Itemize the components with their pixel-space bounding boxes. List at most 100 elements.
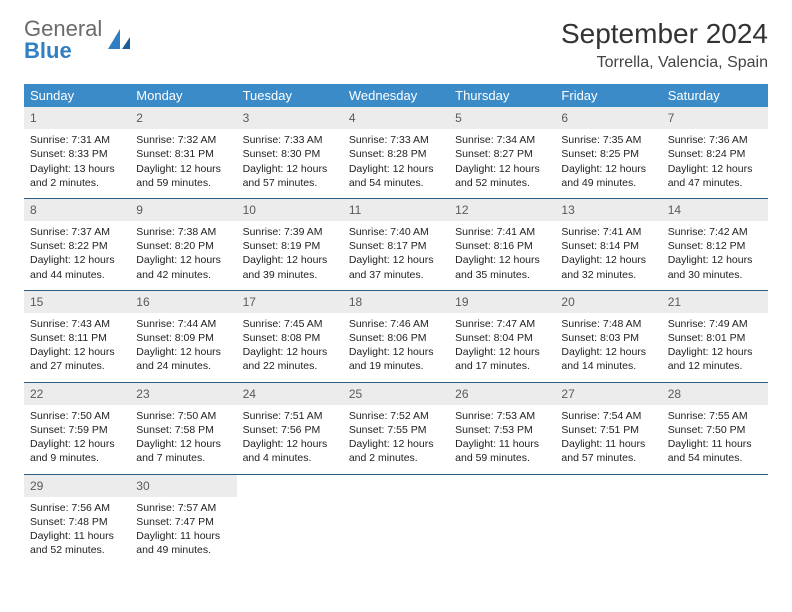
weekday-header: Monday [130,84,236,107]
day-cell: 28Sunrise: 7:55 AMSunset: 7:50 PMDayligh… [662,383,768,474]
sunset-text: Sunset: 7:50 PM [668,423,762,437]
day-number: 16 [130,291,236,313]
sunset-text: Sunset: 8:20 PM [136,239,230,253]
day-number: 20 [555,291,661,313]
week-row: 22Sunrise: 7:50 AMSunset: 7:59 PMDayligh… [24,383,768,475]
daylight-text: Daylight: 13 hours and 2 minutes. [30,162,124,190]
sunset-text: Sunset: 7:48 PM [30,515,124,529]
location-text: Torrella, Valencia, Spain [561,54,768,72]
daylight-text: Daylight: 12 hours and 24 minutes. [136,345,230,373]
sunset-text: Sunset: 8:33 PM [30,147,124,161]
day-body: Sunrise: 7:39 AMSunset: 8:19 PMDaylight:… [237,221,343,290]
day-cell: 20Sunrise: 7:48 AMSunset: 8:03 PMDayligh… [555,291,661,382]
sunrise-text: Sunrise: 7:49 AM [668,317,762,331]
day-number: 17 [237,291,343,313]
day-cell: 3Sunrise: 7:33 AMSunset: 8:30 PMDaylight… [237,107,343,198]
daylight-text: Daylight: 12 hours and 27 minutes. [30,345,124,373]
day-cell: 15Sunrise: 7:43 AMSunset: 8:11 PMDayligh… [24,291,130,382]
logo-word-blue: Blue [24,38,72,63]
sunrise-text: Sunrise: 7:36 AM [668,133,762,147]
week-row: 1Sunrise: 7:31 AMSunset: 8:33 PMDaylight… [24,107,768,199]
day-body: Sunrise: 7:54 AMSunset: 7:51 PMDaylight:… [555,405,661,474]
daylight-text: Daylight: 11 hours and 57 minutes. [561,437,655,465]
day-body: Sunrise: 7:38 AMSunset: 8:20 PMDaylight:… [130,221,236,290]
sunset-text: Sunset: 7:55 PM [349,423,443,437]
sunset-text: Sunset: 8:04 PM [455,331,549,345]
day-number: 4 [343,107,449,129]
day-body: Sunrise: 7:53 AMSunset: 7:53 PMDaylight:… [449,405,555,474]
sunrise-text: Sunrise: 7:56 AM [30,501,124,515]
sunrise-text: Sunrise: 7:35 AM [561,133,655,147]
day-cell: 14Sunrise: 7:42 AMSunset: 8:12 PMDayligh… [662,199,768,290]
sunrise-text: Sunrise: 7:50 AM [30,409,124,423]
sunset-text: Sunset: 8:14 PM [561,239,655,253]
day-cell: 7Sunrise: 7:36 AMSunset: 8:24 PMDaylight… [662,107,768,198]
daylight-text: Daylight: 12 hours and 17 minutes. [455,345,549,373]
month-title: September 2024 [561,18,768,50]
day-body: Sunrise: 7:41 AMSunset: 8:16 PMDaylight:… [449,221,555,290]
sunset-text: Sunset: 7:59 PM [30,423,124,437]
sunset-text: Sunset: 8:06 PM [349,331,443,345]
sunrise-text: Sunrise: 7:44 AM [136,317,230,331]
weekday-header: Saturday [662,84,768,107]
day-cell: 23Sunrise: 7:50 AMSunset: 7:58 PMDayligh… [130,383,236,474]
sunrise-text: Sunrise: 7:51 AM [243,409,337,423]
day-cell: 22Sunrise: 7:50 AMSunset: 7:59 PMDayligh… [24,383,130,474]
day-body: Sunrise: 7:31 AMSunset: 8:33 PMDaylight:… [24,129,130,198]
day-number: 30 [130,475,236,497]
sunset-text: Sunset: 7:58 PM [136,423,230,437]
daylight-text: Daylight: 12 hours and 54 minutes. [349,162,443,190]
day-body: Sunrise: 7:55 AMSunset: 7:50 PMDaylight:… [662,405,768,474]
day-number: 12 [449,199,555,221]
sunrise-text: Sunrise: 7:42 AM [668,225,762,239]
calendar: SundayMondayTuesdayWednesdayThursdayFrid… [24,84,768,565]
day-number: 2 [130,107,236,129]
daylight-text: Daylight: 12 hours and 19 minutes. [349,345,443,373]
sunset-text: Sunset: 8:08 PM [243,331,337,345]
sunrise-text: Sunrise: 7:48 AM [561,317,655,331]
sunset-text: Sunset: 8:24 PM [668,147,762,161]
week-row: 29Sunrise: 7:56 AMSunset: 7:48 PMDayligh… [24,475,768,566]
day-cell: 11Sunrise: 7:40 AMSunset: 8:17 PMDayligh… [343,199,449,290]
daylight-text: Daylight: 12 hours and 12 minutes. [668,345,762,373]
sunset-text: Sunset: 8:25 PM [561,147,655,161]
daylight-text: Daylight: 12 hours and 59 minutes. [136,162,230,190]
day-body: Sunrise: 7:52 AMSunset: 7:55 PMDaylight:… [343,405,449,474]
daylight-text: Daylight: 12 hours and 32 minutes. [561,253,655,281]
day-number: 9 [130,199,236,221]
daylight-text: Daylight: 12 hours and 30 minutes. [668,253,762,281]
sunset-text: Sunset: 8:27 PM [455,147,549,161]
sunset-text: Sunset: 7:56 PM [243,423,337,437]
day-number: 6 [555,107,661,129]
day-body: Sunrise: 7:56 AMSunset: 7:48 PMDaylight:… [24,497,130,566]
sunset-text: Sunset: 8:09 PM [136,331,230,345]
sunset-text: Sunset: 7:53 PM [455,423,549,437]
day-number: 29 [24,475,130,497]
sail-icon [106,27,132,53]
day-cell: 8Sunrise: 7:37 AMSunset: 8:22 PMDaylight… [24,199,130,290]
day-body: Sunrise: 7:51 AMSunset: 7:56 PMDaylight:… [237,405,343,474]
day-body: Sunrise: 7:36 AMSunset: 8:24 PMDaylight:… [662,129,768,198]
day-body: Sunrise: 7:47 AMSunset: 8:04 PMDaylight:… [449,313,555,382]
logo: General Blue [24,18,132,62]
weekday-header: Wednesday [343,84,449,107]
sunset-text: Sunset: 8:31 PM [136,147,230,161]
weekday-header-row: SundayMondayTuesdayWednesdayThursdayFrid… [24,84,768,107]
day-number: 13 [555,199,661,221]
day-number: 1 [24,107,130,129]
sunset-text: Sunset: 8:11 PM [30,331,124,345]
day-body: Sunrise: 7:34 AMSunset: 8:27 PMDaylight:… [449,129,555,198]
day-body: Sunrise: 7:45 AMSunset: 8:08 PMDaylight:… [237,313,343,382]
day-body: Sunrise: 7:35 AMSunset: 8:25 PMDaylight:… [555,129,661,198]
day-body: Sunrise: 7:41 AMSunset: 8:14 PMDaylight:… [555,221,661,290]
sunrise-text: Sunrise: 7:38 AM [136,225,230,239]
daylight-text: Daylight: 12 hours and 42 minutes. [136,253,230,281]
daylight-text: Daylight: 12 hours and 39 minutes. [243,253,337,281]
day-cell: 18Sunrise: 7:46 AMSunset: 8:06 PMDayligh… [343,291,449,382]
sunrise-text: Sunrise: 7:32 AM [136,133,230,147]
day-cell: 30Sunrise: 7:57 AMSunset: 7:47 PMDayligh… [130,475,236,566]
sunrise-text: Sunrise: 7:31 AM [30,133,124,147]
daylight-text: Daylight: 12 hours and 22 minutes. [243,345,337,373]
day-body: Sunrise: 7:44 AMSunset: 8:09 PMDaylight:… [130,313,236,382]
daylight-text: Daylight: 12 hours and 52 minutes. [455,162,549,190]
